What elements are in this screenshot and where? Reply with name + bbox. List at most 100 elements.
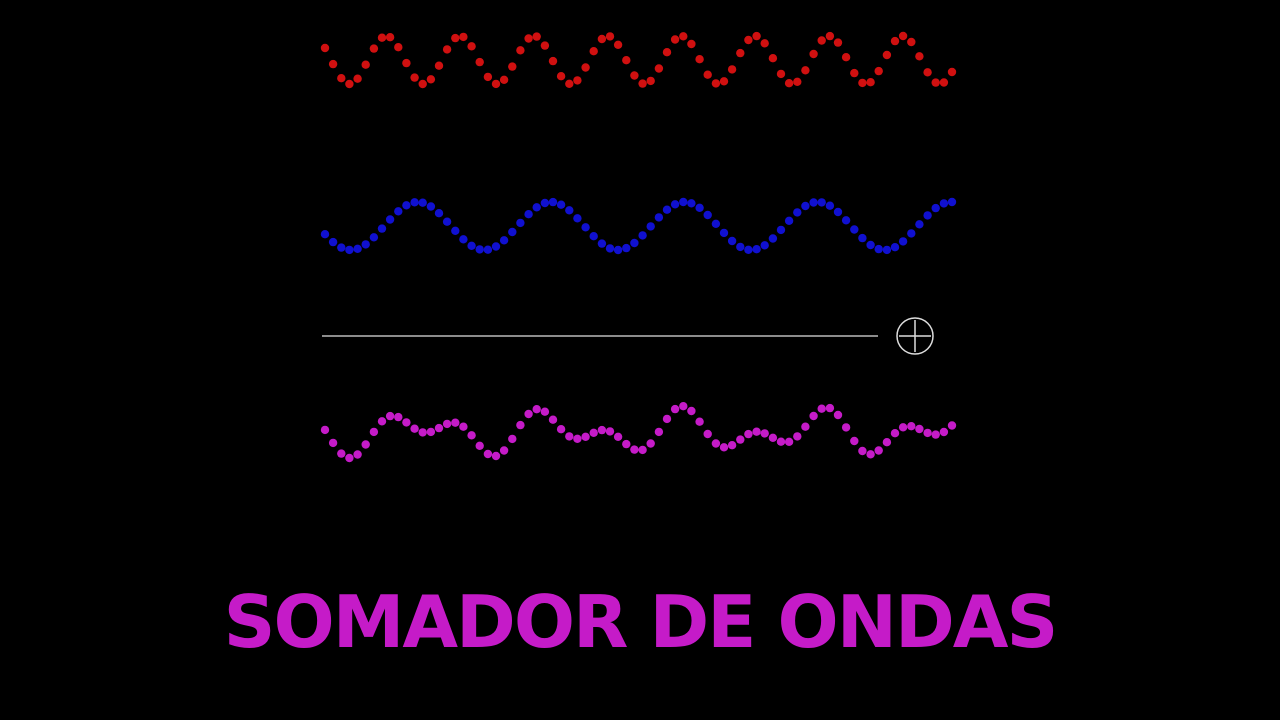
wave-1-dot: [524, 34, 533, 43]
wave-sum-dot: [850, 436, 859, 446]
wave-2-dot: [858, 233, 867, 243]
wave-sum-dot: [499, 446, 509, 455]
wave-1-dot: [736, 48, 745, 58]
wave-2-dot: [679, 197, 688, 207]
wave-2-dot: [695, 203, 704, 212]
wave-sum-dot: [662, 414, 672, 424]
wave-1-dot: [589, 47, 598, 56]
wave-sum-dot: [646, 439, 655, 448]
wave-2-dot: [394, 207, 403, 216]
wave-sum-dot: [483, 449, 493, 459]
wave-1-dot: [882, 50, 892, 60]
wave-1-dot: [499, 75, 509, 85]
wave-1-dot: [418, 79, 427, 89]
wave-sum-dot: [361, 440, 370, 449]
wave-1-dots: [320, 31, 957, 89]
wave-sum-dot: [475, 441, 484, 450]
wave-1-dot: [385, 33, 395, 42]
wave-1-dot: [565, 79, 574, 89]
wave-sum-dot: [882, 438, 892, 447]
wave-sum-dot: [328, 438, 338, 448]
wave-1-dot: [361, 60, 370, 69]
wave-2-dot: [613, 245, 623, 255]
wave-sum-dot: [809, 411, 818, 421]
wave-2-dot: [630, 238, 639, 248]
wave-1-dot: [768, 54, 778, 63]
wave-sum-dot: [426, 427, 436, 437]
wave-2-dot: [377, 224, 387, 233]
wave-sum-dot: [703, 429, 712, 439]
wave-1-dot: [442, 45, 452, 54]
wave-2-dot: [736, 242, 745, 252]
wave-1-dot: [369, 44, 379, 53]
wave-sum-dot: [915, 424, 924, 434]
wave-sum-dot: [613, 432, 623, 441]
wave-sum-dot: [581, 432, 590, 441]
wave-2-dot: [638, 231, 647, 240]
wave-2-dot: [622, 243, 631, 253]
wave-2-dot: [670, 200, 680, 209]
wave-sum-dot: [695, 417, 704, 426]
wave-2-dot: [573, 214, 582, 223]
wave-2-dot: [556, 200, 566, 209]
wave-1-dot: [605, 32, 615, 41]
wave-2-dot: [337, 243, 346, 252]
wave-sum-dot: [410, 424, 419, 433]
wave-1-dot: [817, 36, 826, 45]
wave-1-dot: [744, 35, 753, 45]
wave-2-dot: [532, 203, 541, 212]
wave-sum-dot: [605, 427, 615, 436]
wave-2-dot: [915, 220, 924, 229]
wave-sum-dot: [385, 411, 395, 421]
wave-1-dot: [776, 69, 786, 79]
wave-sum-dot: [833, 410, 843, 420]
wave-sum-dot: [418, 428, 427, 437]
wave-1-dot: [540, 41, 550, 50]
wave-1-dot: [345, 79, 354, 89]
wave-2-dot: [760, 241, 769, 250]
wave-sum-dot: [736, 435, 745, 444]
wave-sum-dot: [345, 453, 354, 463]
wave-1-dot: [874, 66, 883, 76]
wave-1-dot: [907, 37, 916, 47]
wave-1-dot: [328, 59, 338, 69]
wave-1-dot: [337, 74, 346, 83]
wave-sum-dot: [589, 428, 598, 437]
wave-1-dot: [451, 33, 460, 43]
wave-2-dot: [426, 202, 436, 211]
wave-2-dot: [467, 241, 476, 250]
wave-sum-dot: [866, 450, 875, 459]
wave-sum-dot: [402, 418, 411, 427]
wave-1-dot: [548, 56, 558, 66]
wave-sum-dot: [784, 437, 794, 446]
wave-1-dot: [801, 66, 810, 75]
wave-1-dot: [719, 77, 729, 86]
wave-2-dot: [817, 198, 826, 207]
wave-sum-dot: [760, 429, 769, 438]
wave-2-dot: [597, 239, 607, 248]
page-title: SOMADOR DE ONDAS: [223, 580, 1059, 664]
wave-1-dot: [459, 32, 468, 42]
wave-1-dot: [581, 63, 590, 72]
wave-sum-dot: [573, 434, 582, 443]
wave-sum-dot: [719, 443, 729, 452]
wave-2-dot: [418, 198, 427, 207]
wave-sum-dot: [377, 417, 387, 426]
wave-sum-dot: [532, 405, 541, 414]
wave-sum-dot: [727, 441, 737, 450]
wave-sum-dot: [890, 429, 900, 438]
wave-sum-dot: [776, 437, 786, 446]
wave-1-dot: [654, 64, 664, 73]
wave-1-dot: [662, 48, 672, 57]
wave-sum-dot: [768, 433, 778, 442]
wave-1-dot: [597, 34, 607, 44]
wave-sum-dot: [939, 427, 949, 437]
wave-1-dot: [491, 79, 501, 89]
wave-sum-dot: [597, 425, 607, 435]
wave-2-dot: [475, 245, 484, 254]
wave-sum-dot: [508, 434, 517, 444]
wave-1-dot: [947, 67, 957, 77]
wave-2-dot: [923, 211, 932, 220]
wave-sum-dot: [679, 402, 688, 411]
